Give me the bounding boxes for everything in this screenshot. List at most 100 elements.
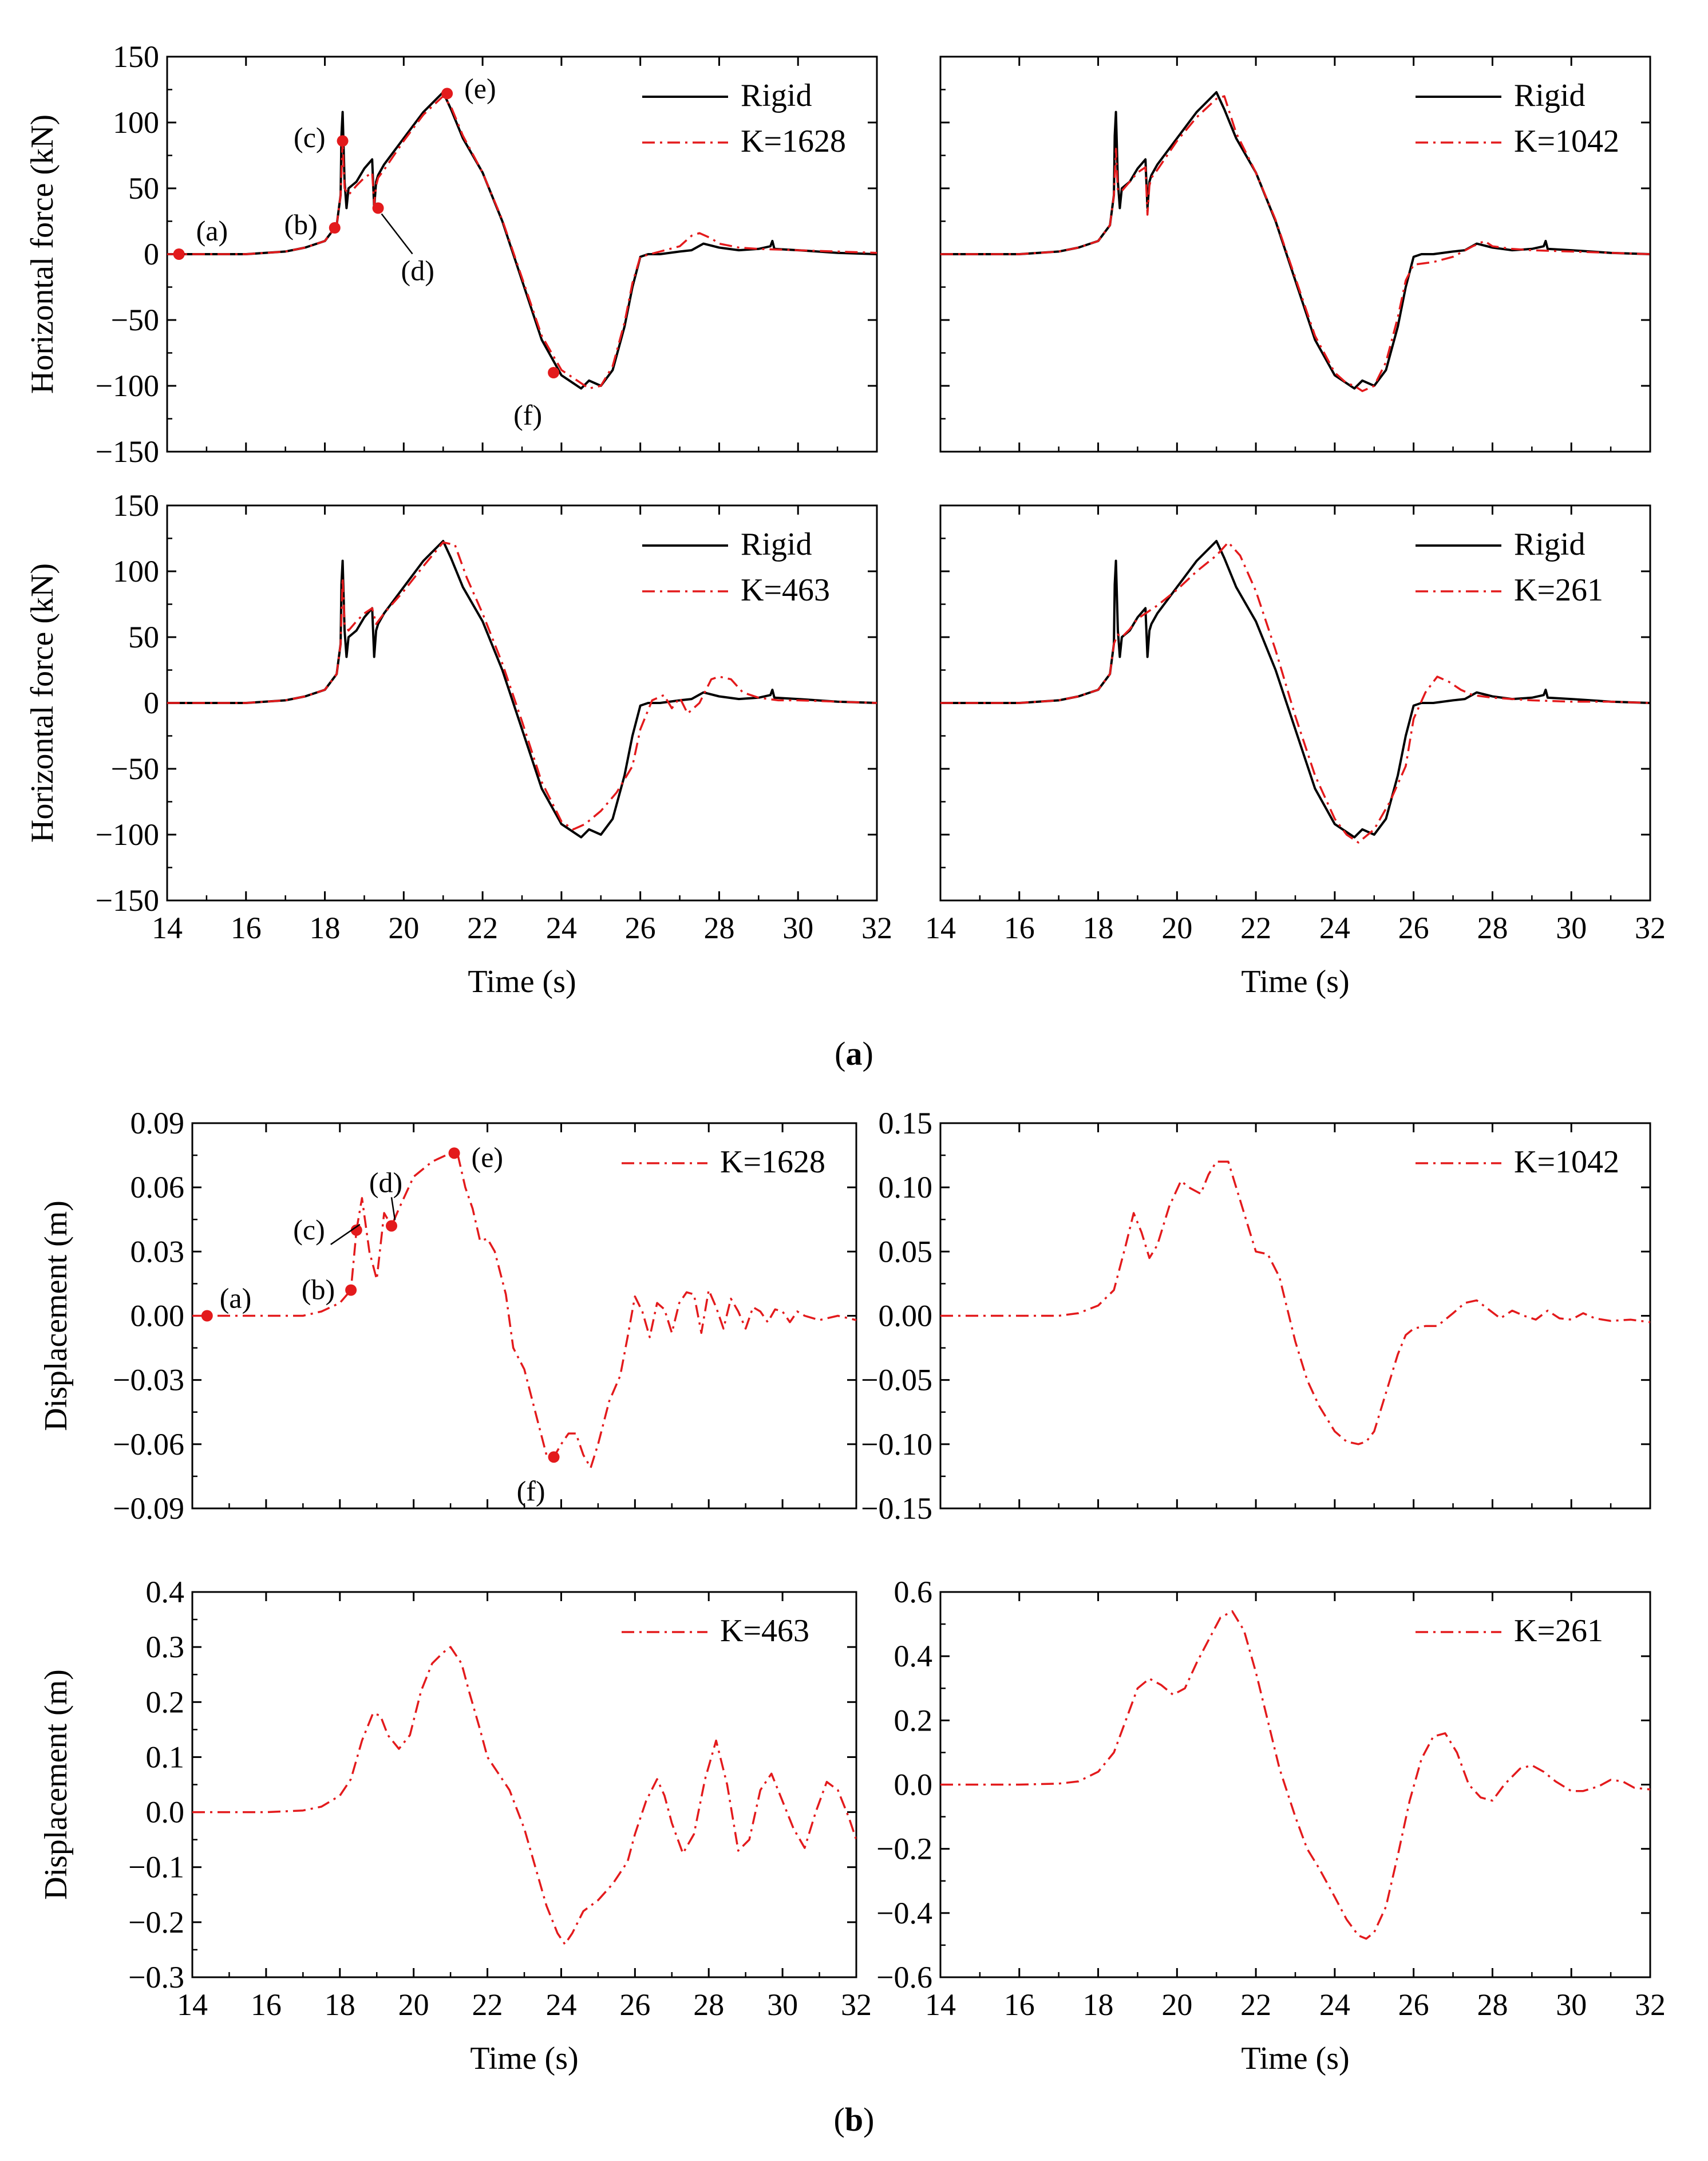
x-tick-label: 28	[1477, 1988, 1508, 2022]
y-tick-label: −0.6	[876, 1960, 932, 1994]
annotation-marker	[441, 88, 453, 100]
x-tick-label: 18	[325, 1988, 355, 2022]
y-tick-label: 0.0	[894, 1768, 933, 1802]
x-tick-label: 26	[625, 911, 656, 945]
series-group	[167, 91, 877, 390]
x-tick-label: 16	[231, 911, 262, 945]
annotation-label: (e)	[464, 72, 496, 104]
y-tick-label: −0.03	[113, 1363, 184, 1397]
y-tick-label: −0.06	[113, 1427, 184, 1461]
y-axis-label: Horizontal force (kN)	[25, 563, 60, 843]
x-tick-label: 24	[546, 911, 577, 945]
series-line-rigid	[167, 91, 877, 390]
y-tick-label: 0.09	[131, 1106, 185, 1140]
y-tick-label: −0.2	[128, 1905, 184, 1939]
y-tick-label: 0.10	[879, 1170, 933, 1204]
y-tick-label: 0.1	[146, 1740, 185, 1774]
legend-label: K=261	[1514, 572, 1603, 608]
x-tick-label: 26	[1398, 911, 1429, 945]
x-tick-label: 22	[1240, 1988, 1271, 2022]
annotation-marker	[448, 1147, 460, 1159]
y-tick-label: −50	[111, 752, 159, 786]
annotation-label: (e)	[472, 1141, 504, 1173]
x-tick-label: 22	[472, 1988, 503, 2022]
y-tick-label: 0.03	[131, 1234, 185, 1269]
chart-force-k463: 14 16 18 20 22 24 26 28 30 32 −150 −100 −50 0 50 100 150…	[25, 488, 892, 999]
x-tick-label: 30	[782, 911, 813, 945]
x-tick-label: 18	[1083, 1988, 1114, 2022]
annotation-label: (c)	[294, 121, 326, 153]
y-tick-label: 0.00	[131, 1299, 185, 1333]
annotation-marker	[372, 202, 384, 214]
x-tick-label: 20	[1161, 911, 1192, 945]
series-group	[940, 1610, 1650, 1940]
legend-label: Rigid	[741, 78, 812, 113]
x-tick-label: 22	[1240, 911, 1271, 945]
legend-label: K=1628	[720, 1144, 825, 1180]
y-axis-label: Displacement (m)	[38, 1669, 74, 1900]
annotation-label: (d)	[369, 1166, 402, 1198]
x-tick-label: 28	[1477, 911, 1508, 945]
y-tick-label: −0.2	[876, 1832, 932, 1866]
x-tick-label: 32	[841, 1988, 872, 2022]
x-tick-label: 22	[467, 911, 498, 945]
annotation-pointer	[330, 1223, 361, 1245]
annotation-marker	[173, 248, 185, 260]
annotation-label: (a)	[196, 215, 228, 247]
y-tick-label: 0.15	[879, 1106, 933, 1140]
x-tick-label: 18	[310, 911, 341, 945]
y-tick-label: −0.05	[861, 1363, 932, 1397]
series-group	[940, 540, 1650, 844]
annotation-marker	[345, 1284, 357, 1296]
series-line-k-1628	[167, 95, 877, 390]
y-axis-label: Displacement (m)	[38, 1200, 74, 1431]
annotation-label: (b)	[284, 208, 317, 240]
x-tick-label: 24	[1319, 1988, 1350, 2022]
x-axis-label: Time (s)	[1241, 2041, 1349, 2076]
y-tick-label: 0	[144, 237, 159, 271]
caption-b-letter: b	[845, 2101, 863, 2138]
x-tick-label: 20	[1161, 1988, 1192, 2022]
chart-disp-k261: 14 16 18 20 22 24 26 28 30 32 −0.6 −0.4 −0.2 0.0 0.2 0.…	[876, 1575, 1666, 2076]
x-tick-label: 30	[1556, 911, 1587, 945]
x-tick-label: 24	[1319, 911, 1350, 945]
series-group	[192, 1646, 856, 1946]
y-axis-label: Horizontal force (kN)	[25, 114, 60, 394]
y-tick-label: 0.4	[146, 1575, 185, 1609]
series-line-k-261	[940, 1610, 1650, 1940]
x-tick-label: 14	[925, 911, 956, 945]
y-tick-label: 0.4	[894, 1639, 933, 1673]
x-tick-label: 14	[925, 1988, 956, 2022]
annotation-label: (b)	[302, 1274, 335, 1306]
series-line-k-1628	[192, 1152, 856, 1469]
y-tick-label: −0.3	[128, 1960, 184, 1994]
series-group	[940, 1160, 1650, 1445]
y-tick-label: 0	[144, 686, 159, 720]
y-tick-label: 0.6	[894, 1575, 933, 1609]
y-tick-label: 0.2	[894, 1703, 933, 1737]
legend-label: K=1042	[1514, 124, 1619, 159]
y-tick-label: 0.00	[879, 1299, 933, 1333]
y-tick-label: −0.4	[876, 1896, 932, 1930]
caption-b: (b)	[834, 2101, 875, 2138]
legend-label: Rigid	[741, 527, 812, 562]
annotation-marker	[201, 1310, 213, 1322]
chart-disp-k1628: −0.09 −0.06 −0.03 0.00 0.03 0.06 0.09 Displacem…	[38, 1106, 857, 1526]
x-tick-label: 28	[703, 911, 734, 945]
x-tick-label: 30	[1556, 1988, 1587, 2022]
chart-force-k1042: Rigid K=1042	[939, 56, 1651, 453]
legend-label: K=1042	[1514, 1144, 1619, 1180]
annotation-marker	[548, 1451, 560, 1463]
x-axis-label: Time (s)	[1241, 964, 1349, 999]
legend-label: Rigid	[1514, 527, 1585, 562]
chart-disp-k1042: −0.15 −0.10 −0.05 0.00 0.05 0.10 0.15 K=1042	[861, 1106, 1651, 1526]
x-tick-label: 32	[1635, 911, 1666, 945]
x-axis-label: Time (s)	[470, 2041, 578, 2076]
annotation-label: (f)	[513, 399, 542, 431]
y-tick-label: −50	[111, 303, 159, 337]
annotation-marker	[350, 1224, 362, 1236]
legend-label: K=463	[720, 1613, 809, 1649]
annotation-label: (d)	[401, 255, 434, 287]
caption-a: (a)	[835, 1035, 873, 1072]
series-line-rigid	[940, 540, 1650, 839]
